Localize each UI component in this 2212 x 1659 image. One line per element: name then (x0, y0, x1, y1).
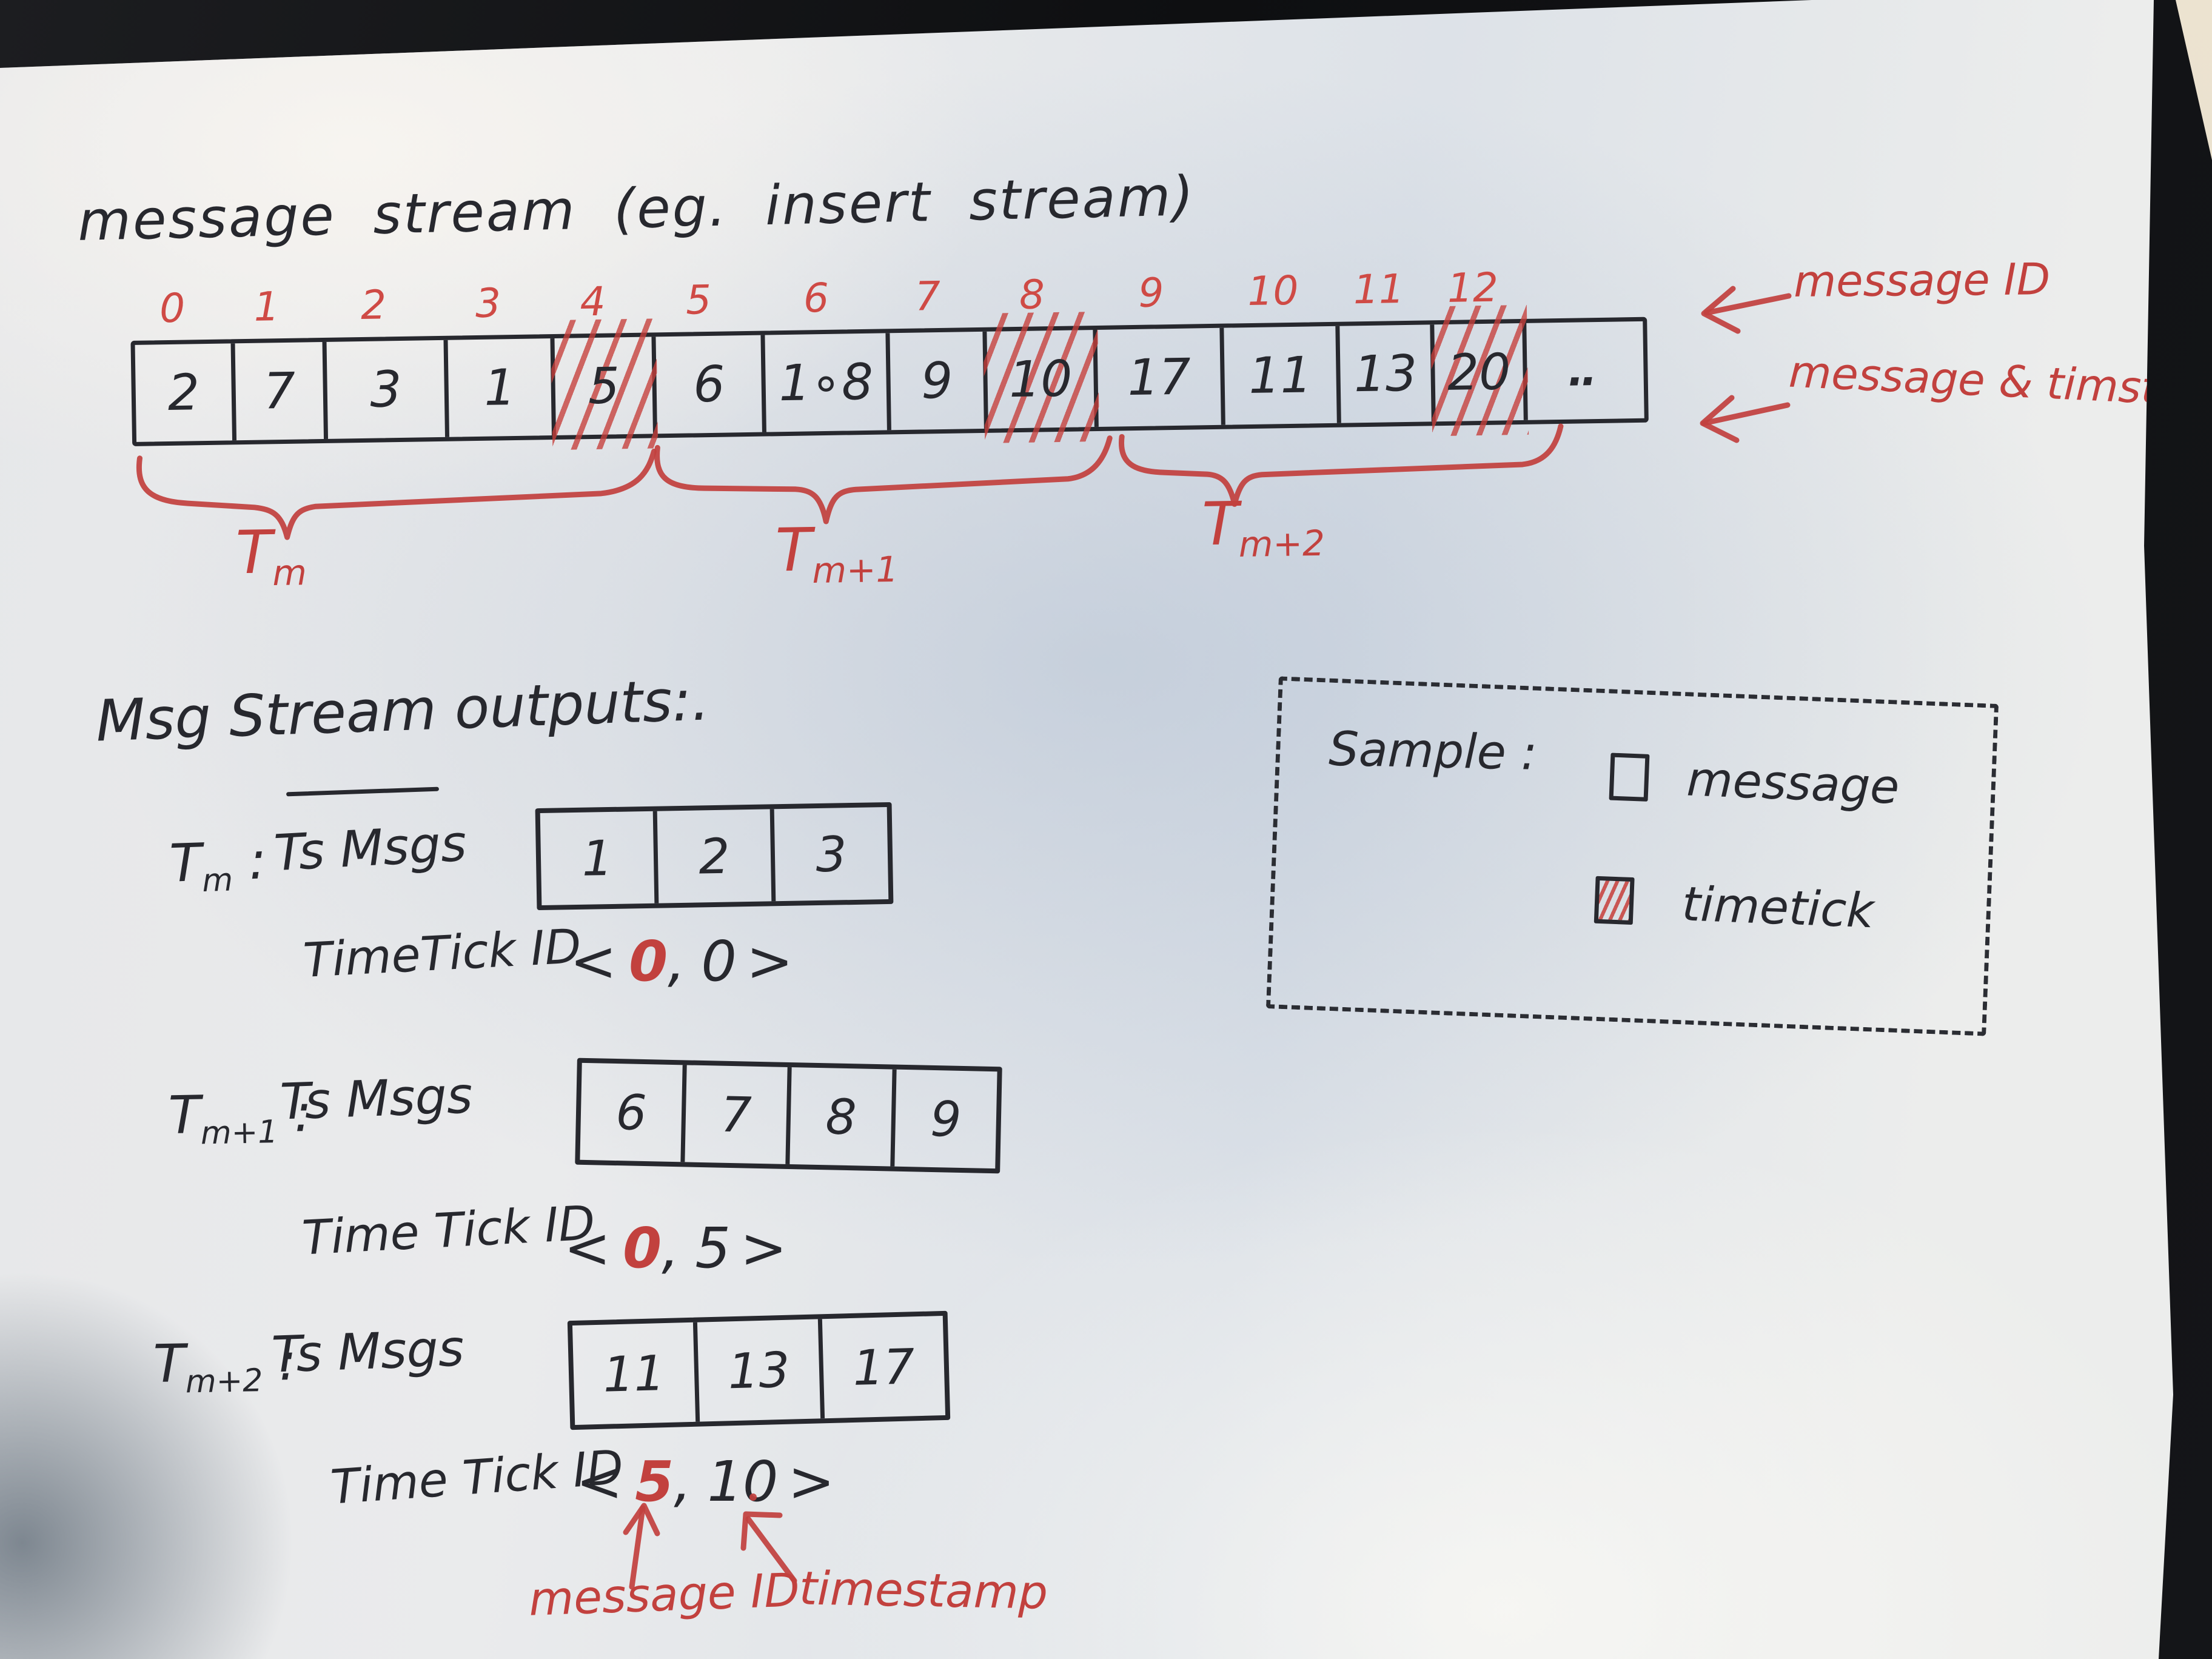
stream-cell-value: 20 (1447, 343, 1512, 402)
up-left-arrow-icon (740, 1511, 783, 1551)
index-label: 9 (1138, 269, 1165, 317)
left-arrow-icon (1701, 286, 1741, 334)
stream-cell-value: 3 (369, 360, 403, 419)
output-msg-cell: 13 (692, 1319, 821, 1422)
footnote-timestamp: timestamp (799, 1561, 1048, 1620)
stream-cell-value: 9 (920, 352, 954, 411)
stream-cell-message: 1 (443, 338, 552, 437)
heading-underline (286, 786, 440, 797)
window-brace (1118, 423, 1564, 507)
window-brace (654, 435, 1113, 525)
stream-cell-value: 10 (1008, 350, 1073, 409)
output-msg-cell: 8 (785, 1067, 893, 1167)
output-msg-cell: 11 (602, 1344, 666, 1403)
ts-msgs-label: Ts Msgs (272, 814, 468, 883)
stream-cell-timetick: 10 (982, 330, 1094, 429)
window-brace (136, 448, 657, 540)
timetick-label: Time Tick ID (300, 1196, 597, 1266)
stream-cell-value: 13 (1353, 344, 1418, 403)
timetick-swatch-icon (1594, 876, 1635, 925)
output-msg-cell: 6 (615, 1084, 648, 1141)
stream-cell-value: 1∘8 (778, 353, 874, 412)
ts-msgs-box: 11 13 17 (567, 1310, 951, 1430)
message-id-annotation: message ID (1793, 253, 2051, 307)
window-brace-label: Tm+1 (775, 515, 899, 591)
left-arrow-icon (1701, 402, 1791, 426)
index-label: 10 (1247, 267, 1299, 315)
index-label: 4 (579, 278, 606, 326)
legend-item-label: message (1686, 752, 1900, 815)
index-label: 3 (475, 280, 501, 327)
ts-msgs-label: Ts Msgs (270, 1319, 465, 1384)
index-label: 12 (1447, 264, 1499, 312)
timetick-value: <5, 10 > (576, 1449, 835, 1514)
stream-cell-message: 3 (322, 340, 446, 440)
stream-cell-value: 11 (1248, 346, 1313, 405)
left-arrow-icon (1703, 293, 1792, 316)
index-label: 7 (914, 273, 941, 320)
legend-box: Sample : message timetick (1265, 676, 1999, 1036)
up-arrow-icon (629, 1505, 646, 1590)
index-label: 2 (360, 281, 387, 329)
window-brace-label: Tm (235, 518, 307, 594)
output-msg-cell: 17 (817, 1316, 946, 1419)
stream-cell-value: 5 (588, 357, 620, 415)
index-label: 11 (1353, 265, 1405, 313)
stream-cell-value: 7 (263, 362, 296, 421)
stream-cell-timetick: 20 (1430, 323, 1524, 422)
outputs-heading: Msg Stream outputs:. (95, 667, 711, 755)
timetick-value: <0, 0 > (570, 929, 793, 994)
stream-cell-message: 17 (1093, 327, 1221, 427)
stream-cell-value: 1 (483, 358, 517, 417)
up-arrow-icon (623, 1503, 660, 1537)
output-msg-cell: 3 (769, 807, 889, 902)
message-swatch-icon (1609, 752, 1650, 802)
stream-cell-message: 6 (651, 335, 763, 434)
output-msg-cell: 9 (890, 1069, 997, 1169)
index-label: 6 (803, 274, 830, 322)
stream-cell-value: 6 (692, 355, 726, 414)
stream-cell-message: 1∘8 (760, 333, 887, 432)
legend-item-label: timetick (1681, 877, 1875, 939)
index-label: 8 (1019, 271, 1045, 318)
stream-cell-ellipsis: ‥ (1522, 321, 1644, 420)
output-msg-cell: 2 (652, 809, 772, 903)
timetick-label: TimeTick ID (301, 919, 583, 988)
stream-cell-message: 11 (1219, 326, 1337, 425)
index-label: 0 (159, 284, 186, 332)
stream-cell-value: ‥ (1567, 345, 1604, 396)
up-left-arrow-icon (745, 1516, 797, 1584)
stream-cell-message: 2 (135, 343, 233, 441)
stream-cell-message: 7 (230, 342, 324, 441)
footnote-message-id: message ID (528, 1563, 801, 1626)
index-label: 1 (253, 283, 280, 330)
index-label: 5 (685, 276, 712, 324)
timetick-value: <0, 5 > (564, 1216, 787, 1281)
ts-msgs-label: Ts Msgs (279, 1067, 474, 1131)
output-msg-cell: 1 (581, 830, 614, 887)
stream-cell-message: 13 (1335, 324, 1432, 423)
stream-cell-value: 2 (167, 363, 200, 422)
footnote-arrows (623, 1493, 797, 1590)
left-arrow-icon (1700, 395, 1740, 443)
message-stream-diagram: 0 1 2 3 4 5 6 7 8 9 10 11 12 2 7 3 1 5 6 1∘8 9 10 17 11 13 20 ‥ T… (130, 261, 1652, 649)
stream-cell-timetick: 5 (550, 337, 654, 436)
stream-annotation-arrows (1700, 286, 1792, 443)
stream-cell-message: 9 (885, 331, 985, 431)
window-label-tm: Tm : (169, 830, 268, 900)
pen-dot (749, 1493, 757, 1501)
legend-title: Sample : (1328, 722, 1538, 781)
window-braces (136, 423, 1564, 540)
output-msg-cell: 7 (680, 1065, 788, 1164)
page-title: message stream (eg. insert stream) (77, 164, 1196, 253)
window-brace-label: Tm+2 (1201, 489, 1326, 565)
stream-cell-value: 17 (1127, 348, 1191, 407)
